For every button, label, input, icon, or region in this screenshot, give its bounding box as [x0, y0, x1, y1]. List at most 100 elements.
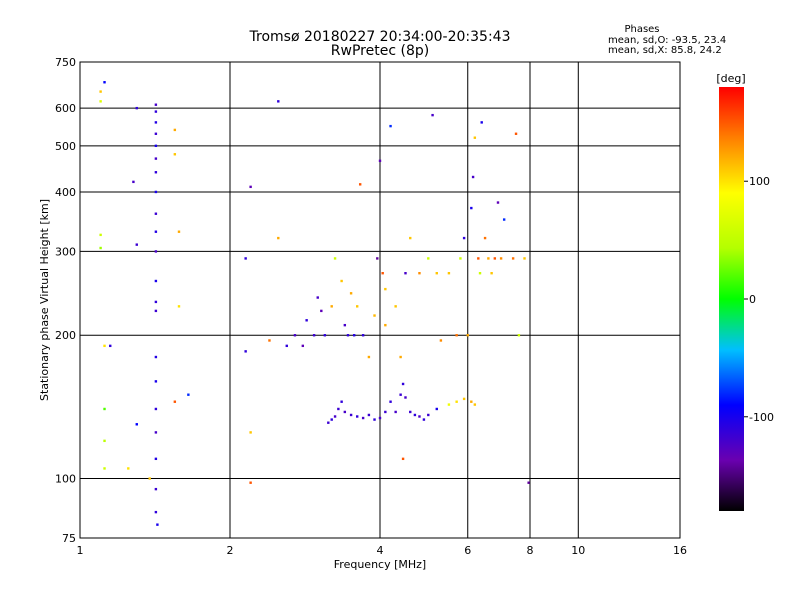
data-point [355, 415, 359, 418]
data-point [244, 257, 247, 260]
data-point [483, 236, 487, 240]
data-point [523, 257, 526, 260]
data-point [301, 344, 305, 348]
data-point [293, 334, 297, 337]
data-point [413, 413, 417, 417]
y-tick-label: 400 [55, 186, 76, 199]
data-point [343, 410, 347, 414]
data-point [103, 467, 106, 470]
data-point [154, 110, 158, 113]
data-point [447, 403, 451, 406]
data-point [367, 355, 371, 359]
data-point [135, 106, 138, 110]
data-point [330, 418, 333, 421]
data-point [154, 309, 158, 313]
data-point [320, 309, 323, 313]
x-tick-label: 2 [227, 544, 234, 557]
data-point [473, 136, 477, 139]
data-point [148, 477, 151, 480]
x-tick-label: 16 [673, 544, 687, 557]
data-point [154, 431, 158, 434]
colorbar-tick-label: -100 [749, 411, 774, 424]
data-point [154, 407, 158, 411]
data-point [154, 250, 158, 253]
data-point [244, 350, 247, 353]
data-point [103, 81, 106, 84]
data-point [418, 415, 421, 418]
phases-mean-o: mean, sd,O: -93.5, 23.4 [608, 35, 726, 46]
data-point [154, 190, 158, 194]
data-point [340, 279, 343, 283]
data-point [455, 334, 458, 337]
data-point [401, 382, 405, 386]
data-point [496, 201, 500, 204]
data-point [435, 407, 438, 411]
data-point [99, 246, 102, 250]
x-tick-label: 10 [571, 544, 585, 557]
data-point [154, 132, 158, 135]
data-point [277, 100, 280, 103]
data-point [422, 418, 426, 421]
data-point [103, 439, 106, 443]
data-point [340, 400, 343, 403]
data-point [154, 157, 158, 160]
data-point [511, 257, 515, 260]
data-point [384, 287, 387, 291]
data-point [502, 218, 506, 221]
data-point [249, 185, 252, 189]
x-tick-label: 8 [527, 544, 534, 557]
colorbar-label: [deg] [716, 72, 745, 85]
data-point [177, 230, 181, 233]
data-point [173, 153, 177, 156]
data-point [447, 272, 451, 275]
data-point [285, 344, 288, 348]
data-point [156, 523, 159, 526]
x-axis-label: Frequency [MHz] [334, 558, 426, 571]
data-points [99, 81, 530, 526]
phases-heading: Phases [624, 24, 659, 35]
data-point [378, 416, 382, 420]
data-point [490, 272, 493, 275]
data-point [337, 407, 340, 411]
data-point [378, 159, 382, 163]
x-tick-label: 6 [464, 544, 471, 557]
data-point [466, 334, 469, 337]
data-point [103, 344, 106, 348]
data-point [435, 272, 438, 275]
data-point [249, 431, 252, 434]
data-point [312, 334, 316, 337]
data-point [173, 128, 177, 132]
data-point [376, 257, 379, 260]
data-point [135, 243, 138, 246]
data-point [177, 305, 181, 308]
data-point [373, 314, 376, 317]
data-point [127, 467, 130, 470]
data-point [99, 90, 102, 93]
data-point [431, 113, 434, 117]
data-point [459, 257, 462, 260]
data-point [343, 323, 347, 327]
data-point [367, 413, 371, 417]
data-point [473, 403, 477, 406]
data-point [173, 400, 177, 403]
data-point [154, 355, 158, 359]
data-point [409, 236, 412, 240]
data-point [470, 206, 473, 210]
y-tick-label: 300 [55, 245, 76, 258]
data-point [399, 355, 402, 359]
colorbar-tick-label: 100 [749, 175, 770, 188]
data-point [404, 396, 407, 399]
data-point [394, 410, 397, 414]
colorbar [719, 87, 744, 511]
data-point [418, 272, 421, 275]
data-point [361, 416, 365, 420]
data-point [514, 132, 518, 135]
data-point [132, 180, 135, 184]
data-point [373, 418, 376, 421]
data-point [109, 344, 112, 348]
y-tick-label: 750 [55, 56, 76, 69]
data-point [277, 236, 280, 240]
data-point [333, 257, 337, 260]
data-point [333, 415, 337, 418]
